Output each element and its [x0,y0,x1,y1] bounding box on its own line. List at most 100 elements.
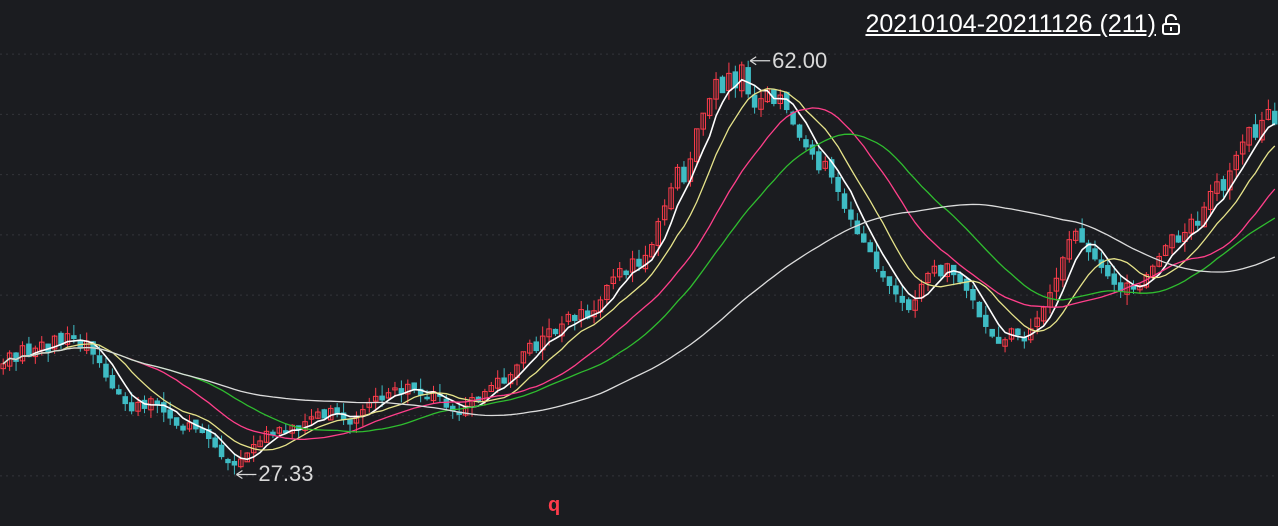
candle [745,67,751,95]
candle [161,402,167,413]
candle [0,363,6,370]
candle [681,166,687,183]
candle [1060,257,1066,281]
candle [533,341,539,352]
candle [276,427,283,434]
candle [995,336,1002,344]
moving-averages [2,78,1276,461]
candle [803,139,809,148]
candle [796,124,803,138]
candle [405,383,411,395]
candle [109,375,116,389]
candle [1252,124,1259,138]
candle [854,220,861,235]
candle [848,209,854,220]
candle [1111,273,1117,285]
candle [694,128,700,162]
candle [957,273,963,283]
candle [604,284,610,301]
candle [835,176,841,192]
unlock-icon[interactable] [1160,13,1182,36]
candle [668,187,674,210]
candle [462,405,469,416]
candle [64,333,71,345]
candle [96,355,103,364]
candle [321,409,328,419]
high-price-marker: 62.00 [772,47,828,73]
candle [218,444,225,458]
candle [1188,218,1195,234]
candle [1214,181,1220,194]
candle [507,374,514,385]
candle [385,392,392,399]
candle [488,385,495,392]
bottom-marker-q: q [548,494,561,516]
candle [116,389,122,395]
candle [334,407,340,414]
candle [623,270,629,276]
candle [636,258,642,267]
candle [938,264,944,277]
candle [372,395,379,402]
candle [1265,109,1272,120]
candle [263,430,270,443]
candle [180,425,186,431]
candle [559,323,565,337]
candle [392,387,398,391]
candle [1272,110,1278,125]
candle [205,429,212,440]
candle [655,221,662,246]
candle [610,276,617,285]
low-price-marker: 27.33 [258,461,314,487]
candle [572,314,578,321]
candle [19,345,26,362]
candle [1220,179,1227,191]
candle [103,363,109,378]
candle [790,111,796,125]
candle [700,112,706,130]
candles [0,60,1278,475]
candle [527,342,533,354]
candle [552,328,559,335]
candle [1201,206,1207,228]
candle [893,285,899,295]
candle [58,332,64,346]
candle [565,313,572,322]
candle [13,352,19,362]
candle [841,193,848,209]
candle [238,458,244,468]
candle [494,377,501,389]
candle [944,263,951,278]
candle [1239,141,1246,155]
candle [642,254,649,270]
candle [758,98,764,110]
ma-line [2,107,1276,441]
annotations [236,56,771,479]
candle [1079,228,1085,243]
candle [1233,154,1240,171]
candle [976,301,983,318]
candle [520,351,527,364]
candle [931,265,938,274]
candle [212,437,218,448]
candle [989,328,995,337]
candle [122,396,128,405]
candle [674,166,681,189]
ma-line [2,78,1276,461]
candle [71,335,77,340]
candle [828,159,835,178]
candle [1015,328,1021,336]
candle [905,299,912,311]
candle [861,233,867,243]
candle [1162,245,1169,256]
candle [167,409,173,419]
candle [816,151,822,171]
candle [963,278,970,291]
candle [880,270,886,278]
candle [616,268,623,278]
candle [649,244,655,258]
candle [886,276,893,286]
date-range-label[interactable]: 20210104-20211126 (211) [865,10,1156,38]
candle [1194,220,1201,226]
date-range[interactable]: 20210104-20211126 (211) [865,10,1182,39]
